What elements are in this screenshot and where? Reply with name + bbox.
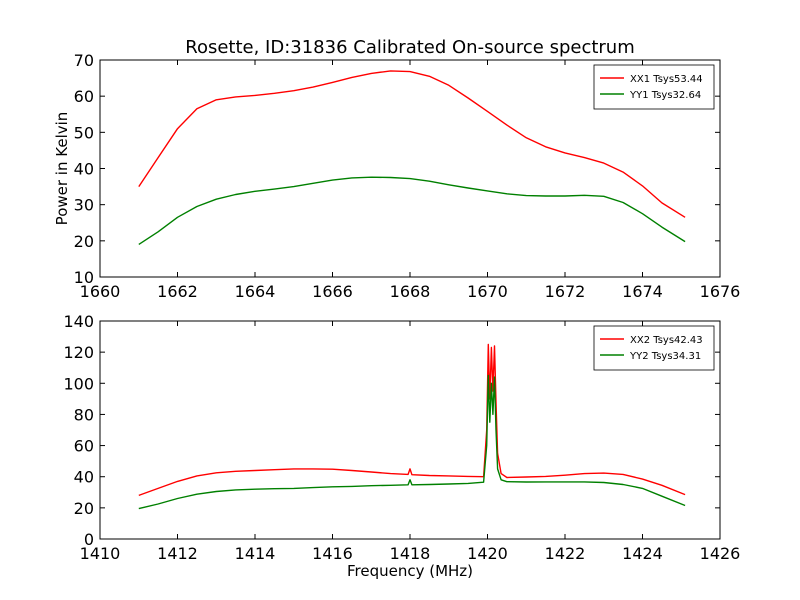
y-tick-label: 80	[74, 405, 94, 424]
x-tick-label: 1672	[545, 282, 586, 301]
x-tick-label: 1420	[467, 544, 508, 563]
x-tick-label: 1660	[80, 282, 121, 301]
legend-box	[593, 325, 715, 371]
y-tick-label: 70	[74, 51, 94, 70]
y-tick-label: 30	[74, 196, 94, 215]
y-tick-label: 60	[74, 437, 94, 456]
y-tick-label: 100	[63, 374, 94, 393]
x-tick-label: 1662	[157, 282, 198, 301]
x-tick-label: 1670	[467, 282, 508, 301]
x-tick-label: 1418	[390, 544, 431, 563]
series-line-1-1	[138, 374, 686, 510]
legend-label: YY1 Tsys32.64	[629, 90, 701, 101]
y-tick-label: 40	[74, 468, 94, 487]
y-tick-label: 60	[74, 87, 94, 106]
x-tick-label: 1668	[390, 282, 431, 301]
top-spectrum-plot: 1660 1662 1664 1666 1668 1670 1672 1674 1676 10 20…	[53, 51, 740, 301]
y-tick-label: 120	[63, 343, 94, 362]
legend-label: YY2 Tsys34.31	[629, 351, 701, 362]
y-axis-label: Power in Kelvin	[53, 112, 71, 226]
y-tick-label: 140	[63, 312, 94, 331]
bottom-spectrum-plot: 1410 1412 1414 1416 1418 1420 1422 1424 1426 0 20 4…	[63, 312, 740, 580]
legend-label: XX1 Tsys53.44	[630, 74, 703, 85]
x-tick-label: 1666	[312, 282, 353, 301]
x-tick-label: 1674	[622, 282, 663, 301]
x-tick-label: 1426	[700, 544, 741, 563]
y-tick-label: 40	[74, 160, 94, 179]
x-tick-label: 1664	[235, 282, 276, 301]
x-tick-label: 1416	[312, 544, 353, 563]
y-tick-label: 10	[74, 268, 94, 287]
x-tick-label: 1414	[235, 544, 276, 563]
y-tick-label: 20	[74, 499, 94, 518]
y-tick-label: 20	[74, 232, 94, 251]
x-tick-label: 1424	[622, 544, 663, 563]
legend-label: XX2 Tsys42.43	[630, 335, 703, 346]
y-tick-label: 50	[74, 123, 94, 142]
y-tick-label: 0	[84, 530, 94, 549]
x-tick-label: 1676	[700, 282, 741, 301]
x-tick-label: 1410	[80, 544, 121, 563]
x-axis-label: Frequency (MHz)	[347, 562, 473, 580]
x-tick-label: 1412	[157, 544, 198, 563]
x-tick-label: 1422	[545, 544, 586, 563]
legend-box	[593, 64, 715, 110]
figure-title: Rosette, ID:31836 Calibrated On-source s…	[185, 37, 635, 58]
series-line-0-0	[138, 70, 686, 218]
series-line-0-1	[138, 176, 686, 245]
series-line-1-0	[138, 343, 686, 497]
